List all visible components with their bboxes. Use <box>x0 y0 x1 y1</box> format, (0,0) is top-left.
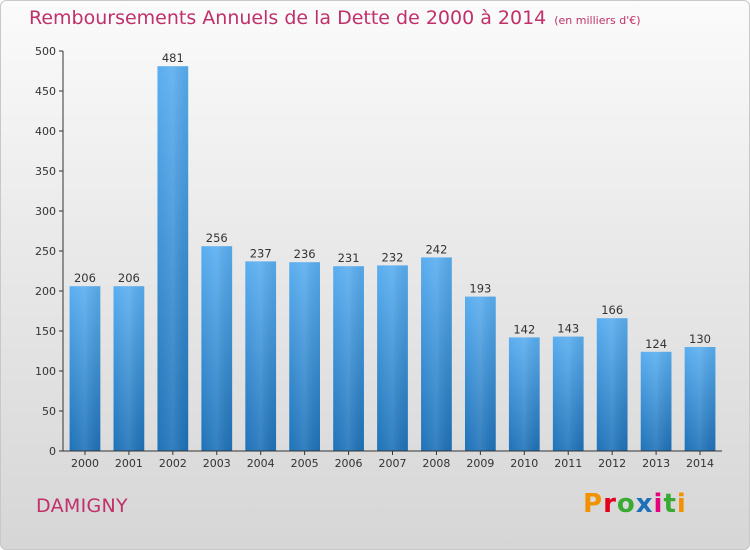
data-label-2011: 143 <box>557 322 579 336</box>
logo-letter: t <box>663 489 677 519</box>
x-tick-label-2009: 2009 <box>466 457 494 470</box>
x-tick-label-2012: 2012 <box>598 457 626 470</box>
bar-shine <box>69 286 101 451</box>
data-label-2000: 206 <box>74 271 96 285</box>
bar-shine <box>464 296 496 451</box>
city-name: DAMIGNY <box>36 495 128 517</box>
x-tick-label-2010: 2010 <box>510 457 538 470</box>
y-tick-label-500: 500 <box>35 45 56 58</box>
bar-shine <box>245 261 277 451</box>
bars-group: 206 206 481 256 237 236 231 232 242 193 142 143 166 1… <box>69 51 716 451</box>
x-tick-label-2007: 2007 <box>379 457 407 470</box>
logo-letter: i <box>676 489 687 519</box>
bar-shine <box>596 318 628 451</box>
logo-letter: o <box>616 489 636 519</box>
data-label-2004: 237 <box>250 246 272 260</box>
data-label-2014: 130 <box>689 332 711 346</box>
bar-shine <box>508 337 540 451</box>
title-text: Remboursements Annuels de la Dette de 20… <box>29 7 547 29</box>
data-label-2003: 256 <box>206 231 228 245</box>
data-label-2006: 231 <box>338 251 360 265</box>
bar-shine <box>201 246 233 451</box>
bar-shine <box>640 351 672 451</box>
bar-shine <box>333 266 364 451</box>
x-tick-label-2013: 2013 <box>642 457 670 470</box>
data-label-2002: 481 <box>162 51 184 65</box>
x-tick-label-2004: 2004 <box>247 457 275 470</box>
y-tick-label-50: 50 <box>42 405 56 418</box>
bar-shine <box>289 262 321 451</box>
bar-shine <box>421 257 452 451</box>
data-label-2012: 166 <box>601 303 623 317</box>
y-tick-label-150: 150 <box>35 325 56 338</box>
chart-subtitle: (en milliers d'€) <box>554 14 641 27</box>
data-label-2005: 236 <box>294 247 316 261</box>
y-tick-label-450: 450 <box>35 85 56 98</box>
data-label-2001: 206 <box>118 271 140 285</box>
y-tick-label-200: 200 <box>35 285 56 298</box>
y-tick-label-100: 100 <box>35 365 56 378</box>
y-tick-label-0: 0 <box>49 445 56 458</box>
x-tick-label-2008: 2008 <box>422 457 450 470</box>
bar-shine <box>684 347 716 451</box>
y-tick-label-300: 300 <box>35 205 56 218</box>
chart-title: Remboursements Annuels de la Dette de 20… <box>29 7 641 29</box>
bar-shine <box>113 286 145 451</box>
logo-letter: i <box>653 489 664 519</box>
proxiti-logo: Proxiti <box>583 489 687 519</box>
bar-shine <box>377 265 408 451</box>
x-tick-label-2003: 2003 <box>203 457 231 470</box>
x-tick-label-2002: 2002 <box>159 457 187 470</box>
bar-shine <box>552 336 584 451</box>
data-label-2013: 124 <box>645 337 667 351</box>
y-tick-label-400: 400 <box>35 125 56 138</box>
x-tick-label-2001: 2001 <box>115 457 143 470</box>
data-label-2010: 142 <box>513 322 535 336</box>
data-label-2007: 232 <box>382 250 404 264</box>
x-tick-label-2005: 2005 <box>291 457 319 470</box>
x-tick-label-2011: 2011 <box>554 457 582 470</box>
data-label-2008: 242 <box>425 242 447 256</box>
x-tick-label-2000: 2000 <box>71 457 99 470</box>
logo-letter: x <box>635 489 654 519</box>
x-tick-label-2014: 2014 <box>686 457 714 470</box>
axes-group: 2000 2001 2002 2003 2004 2005 2006 2007 2008 2009… <box>35 45 722 470</box>
bar-shine <box>157 66 189 451</box>
x-tick-label-2006: 2006 <box>335 457 363 470</box>
data-label-2009: 193 <box>469 282 491 296</box>
logo-letter: P <box>583 489 604 519</box>
y-tick-label-250: 250 <box>35 245 56 258</box>
y-tick-label-350: 350 <box>35 165 56 178</box>
logo-letter: r <box>603 489 617 519</box>
